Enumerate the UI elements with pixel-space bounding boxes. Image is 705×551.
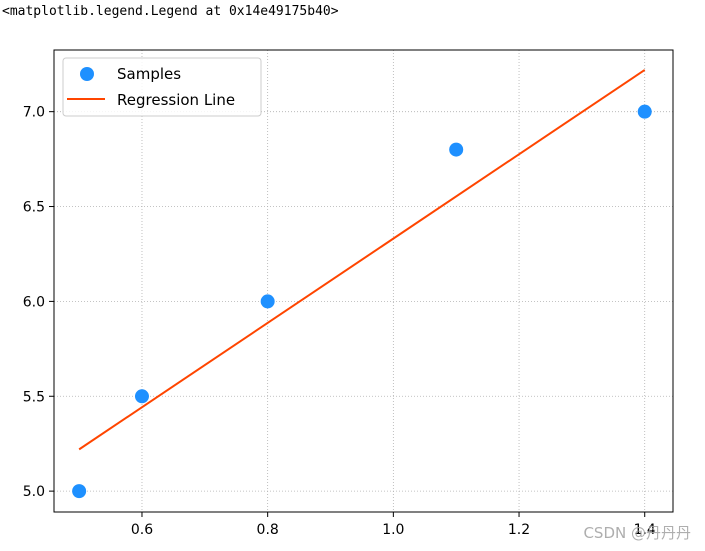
y-tick-label: 6.5 xyxy=(23,200,45,216)
legend-regression-label: Regression Line xyxy=(117,91,235,109)
y-tick-label: 7.0 xyxy=(23,105,45,121)
output-repr-text: <matplotlib.legend.Legend at 0x14e49175b… xyxy=(2,4,339,19)
sample-points-layer xyxy=(72,104,652,499)
regression-line xyxy=(78,69,646,451)
legend-box xyxy=(62,57,262,117)
grid-lines xyxy=(54,50,673,512)
y-tick-label: 5.0 xyxy=(23,484,45,500)
sample-point xyxy=(449,142,464,157)
x-tick-label: 1.2 xyxy=(508,522,530,538)
sample-point xyxy=(72,484,87,499)
sample-point xyxy=(637,104,652,119)
axis-ticks: 0.6 0.8 1.0 1.2 1.4 5.0 5.5 6.0 6.5 7.0 xyxy=(23,105,656,538)
regression-line-layer xyxy=(78,69,646,451)
x-tick-label: 0.8 xyxy=(257,522,279,538)
y-tick-label: 6.0 xyxy=(23,294,45,310)
sample-point xyxy=(134,389,149,404)
x-tick-label: 0.6 xyxy=(131,522,153,538)
legend: Samples Regression Line xyxy=(62,57,262,117)
x-tick-label: 1.4 xyxy=(634,522,656,538)
x-tick-label: 1.0 xyxy=(382,522,404,538)
watermark-text: CSDN @丹丹丹 xyxy=(583,524,691,542)
legend-samples-marker xyxy=(80,67,94,81)
axes-frame xyxy=(53,49,674,513)
legend-samples-label: Samples xyxy=(117,65,181,83)
y-tick-label: 5.5 xyxy=(23,389,45,405)
sample-point xyxy=(260,294,275,309)
